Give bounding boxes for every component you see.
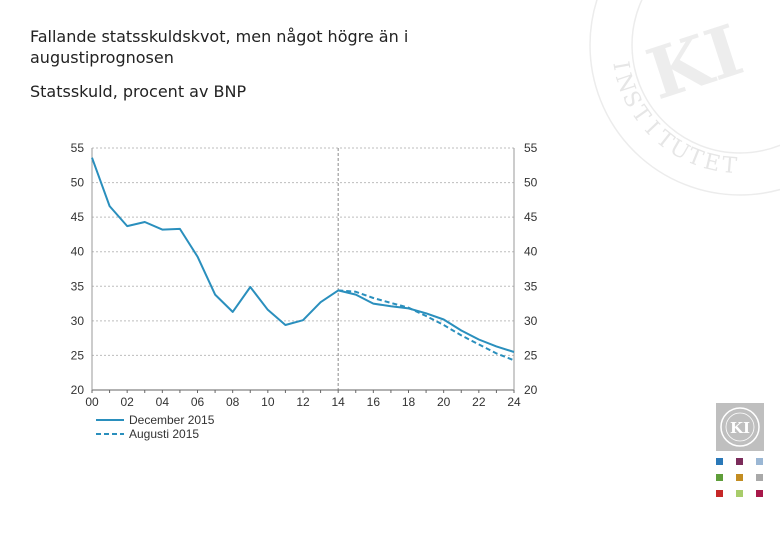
axes [91,148,515,393]
color-swatch [756,474,763,481]
line-chart: 20 20 25 25 30 30 35 35 40 40 45 45 50 50 55 55 00 02 04 06… [71,141,538,441]
ki-logo: KI [716,403,764,451]
x-tick-label: 18 [402,395,416,409]
series-line-augusti-2015 [338,289,515,362]
watermark-ki: KI [637,8,752,116]
y-tick-label-right: 35 [524,279,538,293]
series-lines [91,157,515,362]
x-tick-label: 16 [367,395,381,409]
watermark-letter: E [701,149,722,177]
y-tick-label-right: 30 [524,314,538,328]
color-swatch [716,490,723,497]
color-swatch [736,474,743,481]
y-tick-label-left: 35 [71,279,85,293]
x-tick-label: 12 [296,395,310,409]
x-tick-label: 00 [85,395,99,409]
y-tick-label-right: 25 [524,348,538,362]
y-tick-label-left: 30 [71,314,85,328]
tick-labels: 20 20 25 25 30 30 35 35 40 40 45 45 50 50 55 55 00 02 04 06… [71,141,538,409]
x-tick-label: 08 [226,395,240,409]
y-tick-label-right: 40 [524,245,538,259]
x-tick-label: 06 [191,395,205,409]
watermark-letter: I [607,60,633,73]
x-tick-label: 10 [261,395,275,409]
y-tick-label-left: 50 [71,176,85,190]
y-tick-label-left: 55 [71,141,85,155]
legend-label: Augusti 2015 [129,427,199,441]
slide-title: Fallande statsskuldskvot, men något högr… [30,27,409,67]
x-tick-label: 22 [472,395,486,409]
y-tick-label-right: 45 [524,210,538,224]
y-tick-label-left: 20 [71,383,85,397]
color-swatch [736,458,743,465]
series-line-december-2015 [91,157,515,353]
watermark-letter: T [721,153,738,179]
color-swatch [716,474,723,481]
y-tick-label-right: 50 [524,176,538,190]
x-tick-label: 20 [437,395,451,409]
y-tick-label-right: 55 [524,141,538,155]
x-tick-label: 24 [507,395,521,409]
y-tick-label-left: 25 [71,348,85,362]
legend-label: December 2015 [129,413,215,427]
x-tick-label: 14 [331,395,345,409]
color-swatch [716,458,723,465]
color-swatch [756,458,763,465]
color-swatch [756,490,763,497]
ki-logo-text: KI [730,419,750,437]
grid-lines [92,147,514,390]
x-tick-label: 02 [120,395,134,409]
chart-subtitle: Statsskuld, procent av BNP [30,82,247,101]
y-tick-label-right: 20 [524,383,538,397]
y-tick-label-left: 45 [71,210,85,224]
x-tick-label: 04 [156,395,170,409]
y-tick-label-left: 40 [71,245,85,259]
color-swatch [736,490,743,497]
